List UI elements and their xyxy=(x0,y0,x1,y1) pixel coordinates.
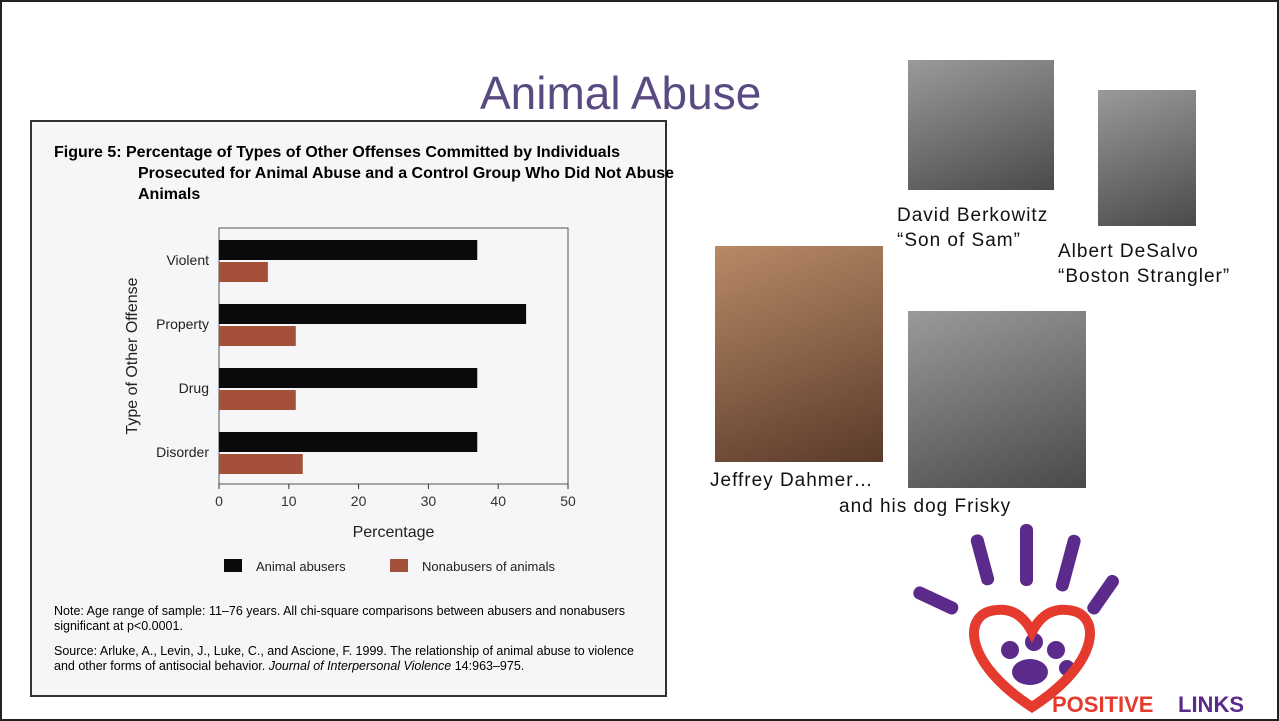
legend-label: Nonabusers of animals xyxy=(422,559,555,574)
bar xyxy=(219,368,478,388)
photo xyxy=(715,246,883,462)
plot-frame xyxy=(218,227,569,485)
caption: and his dog Frisky xyxy=(839,496,1012,517)
bar xyxy=(219,240,478,260)
logo: POSITIVE LINKS xyxy=(913,524,1244,717)
citation: 14:963–975. xyxy=(454,659,525,673)
y-axis-label: Type of Other Offense xyxy=(124,277,141,434)
logo-text: POSITIVE xyxy=(1052,692,1153,717)
caption: Albert DeSalvo “Boston Strangler” xyxy=(1058,239,1230,289)
logo-text: LINKS xyxy=(1178,692,1244,717)
caption-line: David Berkowitz xyxy=(897,205,1049,226)
x-axis-label: Percentage xyxy=(353,524,435,541)
bar xyxy=(219,390,296,410)
x-tick-label: 40 xyxy=(490,493,506,509)
bar xyxy=(219,432,478,452)
x-tick-label: 0 xyxy=(215,493,223,509)
caption-line: “Son of Sam” xyxy=(897,230,1021,251)
caption-line: Albert DeSalvo xyxy=(1058,241,1199,262)
photo xyxy=(908,311,1086,488)
bar xyxy=(219,454,303,474)
caption: Jeffrey Dahmer… xyxy=(710,470,874,491)
y-tick-label: Property xyxy=(156,316,209,332)
bar xyxy=(219,262,268,282)
x-tick-label: 50 xyxy=(560,493,576,509)
x-tick-label: 20 xyxy=(351,493,367,509)
y-tick-label: Violent xyxy=(166,252,209,268)
source: Source: Arluke, A., Levin, J., Luke, C.,… xyxy=(54,644,644,674)
source-text: Source: Arluke, A., Levin, J., Luke, C.,… xyxy=(54,644,634,673)
legend-label: Animal abusers xyxy=(256,559,346,574)
chart-title: Figure 5: Percentage of Types of Other O… xyxy=(54,144,675,203)
photo xyxy=(908,60,1054,190)
legend-swatch xyxy=(390,559,408,572)
y-tick-label: Disorder xyxy=(156,444,209,460)
legend-swatch xyxy=(224,559,242,572)
slide-title: Animal Abuse xyxy=(480,67,762,119)
bar xyxy=(219,304,527,324)
caption-line: “Boston Strangler” xyxy=(1058,266,1231,287)
bar xyxy=(219,326,296,346)
photo xyxy=(1098,90,1196,226)
note: Note: Age range of sample: 11–76 years. … xyxy=(54,604,625,633)
journal: Journal of Interpersonal Violence xyxy=(268,659,452,673)
chart: 0 10 20 30 40 50 Violent Property Drug Disorder Pe… xyxy=(124,227,576,574)
caption: David Berkowitz “Son of Sam” xyxy=(897,203,1048,253)
figure: Figure 5: Percentage of Types of Other O… xyxy=(30,120,674,697)
y-tick-label: Drug xyxy=(179,380,209,396)
x-tick-label: 30 xyxy=(421,493,437,509)
x-tick-label: 10 xyxy=(281,493,297,509)
